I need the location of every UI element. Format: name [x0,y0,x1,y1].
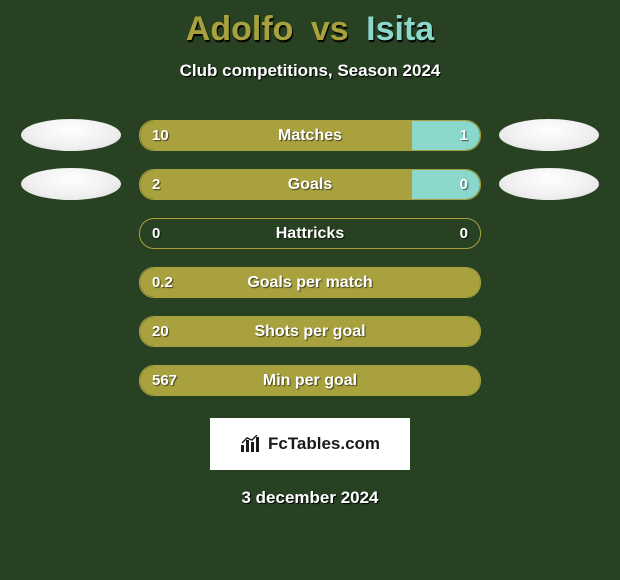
left-photo-ellipse [21,315,121,347]
right-photo-ellipse [499,217,599,249]
stat-label: Min per goal [140,366,480,395]
bar-chart-icon [240,435,262,453]
player1-name: Adolfo [186,10,294,49]
left-photo-ellipse [21,266,121,298]
stat-label: Matches [140,121,480,150]
date-label: 3 december 2024 [0,488,620,508]
logo-text: FcTables.com [268,434,380,454]
right-photo-ellipse [499,266,599,298]
stat-label: Shots per goal [140,317,480,346]
stat-row: 00Hattricks [0,217,620,249]
stat-bar: 20Goals [139,169,481,200]
stat-row: 0.2Goals per match [0,266,620,298]
stat-rows: 101Matches 20Goals 00Hattricks 0.2Goals per… [0,119,620,396]
stat-row: 567Min per goal [0,364,620,396]
logo: FcTables.com [240,434,380,454]
stat-row: 20Goals [0,168,620,200]
logo-box: FcTables.com [210,418,410,470]
stat-bar: 567Min per goal [139,365,481,396]
right-photo-ellipse [499,168,599,200]
vs-label: vs [311,10,349,49]
left-photo-ellipse [21,364,121,396]
right-photo-ellipse [499,119,599,151]
stat-label: Goals [140,170,480,199]
stat-row: 101Matches [0,119,620,151]
right-photo-ellipse [499,315,599,347]
stat-bar: 00Hattricks [139,218,481,249]
comparison-card: Adolfo vs Isita Club competitions, Seaso… [0,0,620,580]
left-photo-ellipse [21,168,121,200]
right-photo-ellipse [499,364,599,396]
stat-bar: 101Matches [139,120,481,151]
card-subtitle: Club competitions, Season 2024 [0,61,620,81]
card-title: Adolfo vs Isita [0,10,620,49]
stat-label: Goals per match [140,268,480,297]
stat-bar: 20Shots per goal [139,316,481,347]
left-photo-ellipse [21,119,121,151]
player2-name: Isita [366,10,434,49]
stat-bar: 0.2Goals per match [139,267,481,298]
stat-label: Hattricks [140,219,480,248]
left-photo-ellipse [21,217,121,249]
stat-row: 20Shots per goal [0,315,620,347]
